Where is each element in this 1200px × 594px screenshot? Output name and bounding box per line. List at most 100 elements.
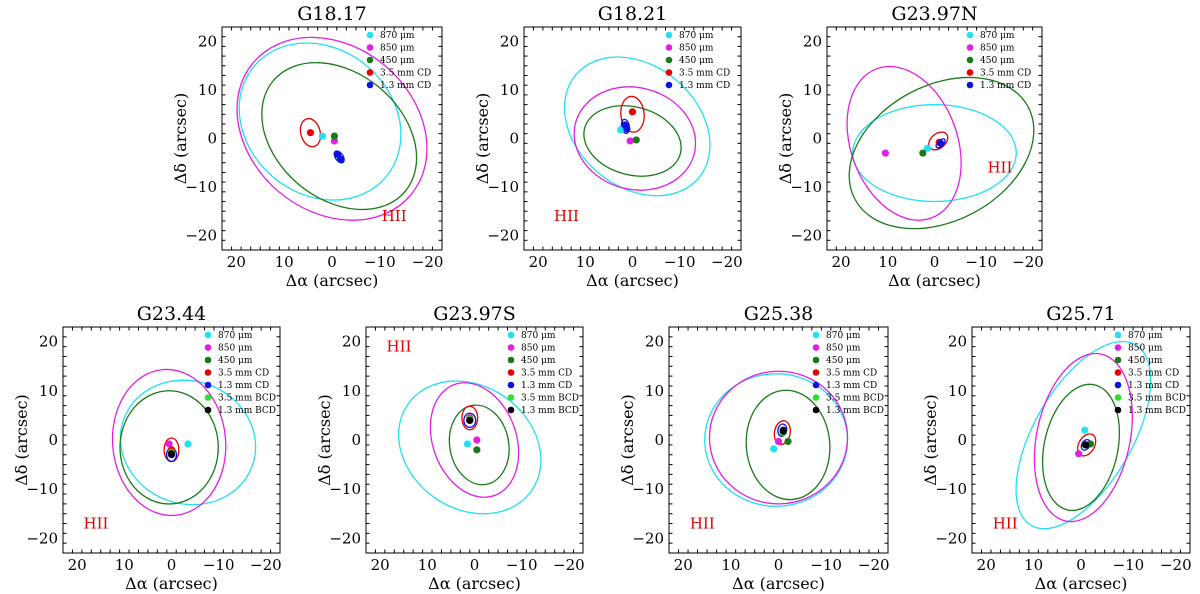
y-axis-label: Δδ (arcsec) [473,93,492,185]
legend-label: 3.5 mm BCD [826,394,884,404]
hii-label: HII [987,158,1012,176]
legend-marker [204,344,212,351]
point-870 [617,126,625,134]
x-tick-label: 20 [68,556,87,574]
beam-ellipse-450 [261,61,418,211]
beam-ellipse-850 [1033,352,1133,523]
legend-marker [1114,356,1122,364]
y-tick-label: 20 [803,33,822,51]
x-tick-label: −10 [810,556,842,574]
x-axis-label: Δα (arcsec) [286,271,379,290]
legend-label: 850 μm [521,344,556,354]
x-tick-label: 20 [674,556,693,574]
legend-label: 870 μm [1128,331,1163,341]
legend-marker [366,56,374,64]
x-tick-label: 20 [371,556,390,574]
legend-marker [366,44,374,51]
y-tick-label: 10 [645,382,664,400]
y-tick-label: 0 [654,431,664,449]
legend-label: 850 μm [679,44,714,54]
x-tick-label: −20 [412,253,444,271]
hii-label: HII [993,514,1018,532]
y-tick-label: −20 [26,529,58,547]
legend-label: 450 μm [679,56,714,66]
legend-label: 3.5 mm CD [380,69,431,79]
point-870 [770,445,778,453]
y-tick-label: 10 [198,81,217,99]
point-3-5mmcd [306,129,315,137]
x-tick-label: −20 [1012,253,1044,271]
plot-frame [668,326,889,554]
beam-ellipse-850 [846,65,962,221]
point-850 [1075,450,1083,458]
point-870 [463,440,472,448]
legend-marker [812,344,820,351]
y-tick-label: 10 [803,81,822,99]
legend-marker [665,56,673,64]
legend-label: 3.5 mm CD [679,69,730,79]
legend-marker [966,69,974,76]
y-axis-label: Δδ (arcsec) [776,93,795,185]
hii-label: HII [84,514,109,532]
beam-ellipse-850 [111,368,227,517]
plot-frame [523,26,742,251]
legend-marker [966,44,974,51]
legend-label: 870 μm [826,331,861,341]
beam-ellipse-850 [429,382,520,498]
point-1-3mmbcd [1082,441,1090,449]
point-870 [184,440,192,448]
legend-marker [204,406,212,414]
x-tick-label: 0 [930,253,940,271]
legend-label: 1.3 mm CD [826,381,877,391]
plot-frame [62,326,281,554]
x-tick-label: 0 [774,556,784,574]
legend-label: 450 μm [1128,356,1163,366]
legend-label: 3.5 mm BCD [218,394,276,404]
legend-marker [1114,344,1122,351]
y-tick-label: 0 [48,431,58,449]
beam-ellipse-3-5mmcd [461,405,479,431]
beam-ellipse-850 [573,86,697,191]
x-axis-label: Δα (arcsec) [125,574,218,593]
legend-label: 850 μm [826,344,861,354]
x-tick-label: 0 [167,556,177,574]
y-tick-label: −10 [487,178,519,196]
x-tick-label: 20 [977,556,996,574]
legend-marker [204,369,212,376]
point-450 [473,446,481,454]
ellipses [1015,340,1152,530]
point-450 [784,437,792,446]
hii-label: HII [387,338,412,356]
x-tick-label: −10 [965,253,997,271]
hii-label: HII [554,207,579,225]
y-tick-label: 20 [645,333,664,351]
legend-marker [665,31,673,39]
legend-marker [812,381,820,389]
legend: 870 μm 850 μm 450 μm 3.5 mm CD 1.3 mm CD 3.5 … [507,331,579,416]
legend-label: 450 μm [218,356,253,366]
y-tick-label: 0 [351,431,361,449]
point-1-3mmbcd [779,427,787,435]
ellipses [704,370,849,507]
legend: 870 μm 850 μm 450 μm 3.5 mm CD 1.3 mm CD 3.5 … [1114,331,1186,416]
x-tick-label: −20 [858,556,890,574]
ellipses [236,36,428,221]
legend-label: 3.5 mm CD [980,69,1031,79]
legend-label: 3.5 mm CD [826,369,877,379]
beam-ellipse-1-3mmcd [333,150,345,164]
y-tick-label: 20 [39,333,58,351]
beam-ellipse-850 [708,370,849,505]
legend-marker [1114,406,1122,414]
legend-label: 3.5 mm BCD [521,394,579,404]
x-tick-label: 0 [628,253,638,271]
beam-ellipse-450 [745,389,831,501]
x-axis-label: Δα (arcsec) [888,271,981,290]
y-axis-label: Δδ (arcsec) [12,394,31,486]
beam-ellipse-450 [583,105,682,177]
point-1-3mmcd [337,155,345,163]
x-tick-label: −20 [711,253,743,271]
legend-marker [812,356,820,364]
x-tick-label: −10 [664,253,696,271]
panel-g23-97s: 20 10 0 −10 −20 −20 −10 0 10 20 G23.97S Δα (arcsec)… [315,303,585,593]
